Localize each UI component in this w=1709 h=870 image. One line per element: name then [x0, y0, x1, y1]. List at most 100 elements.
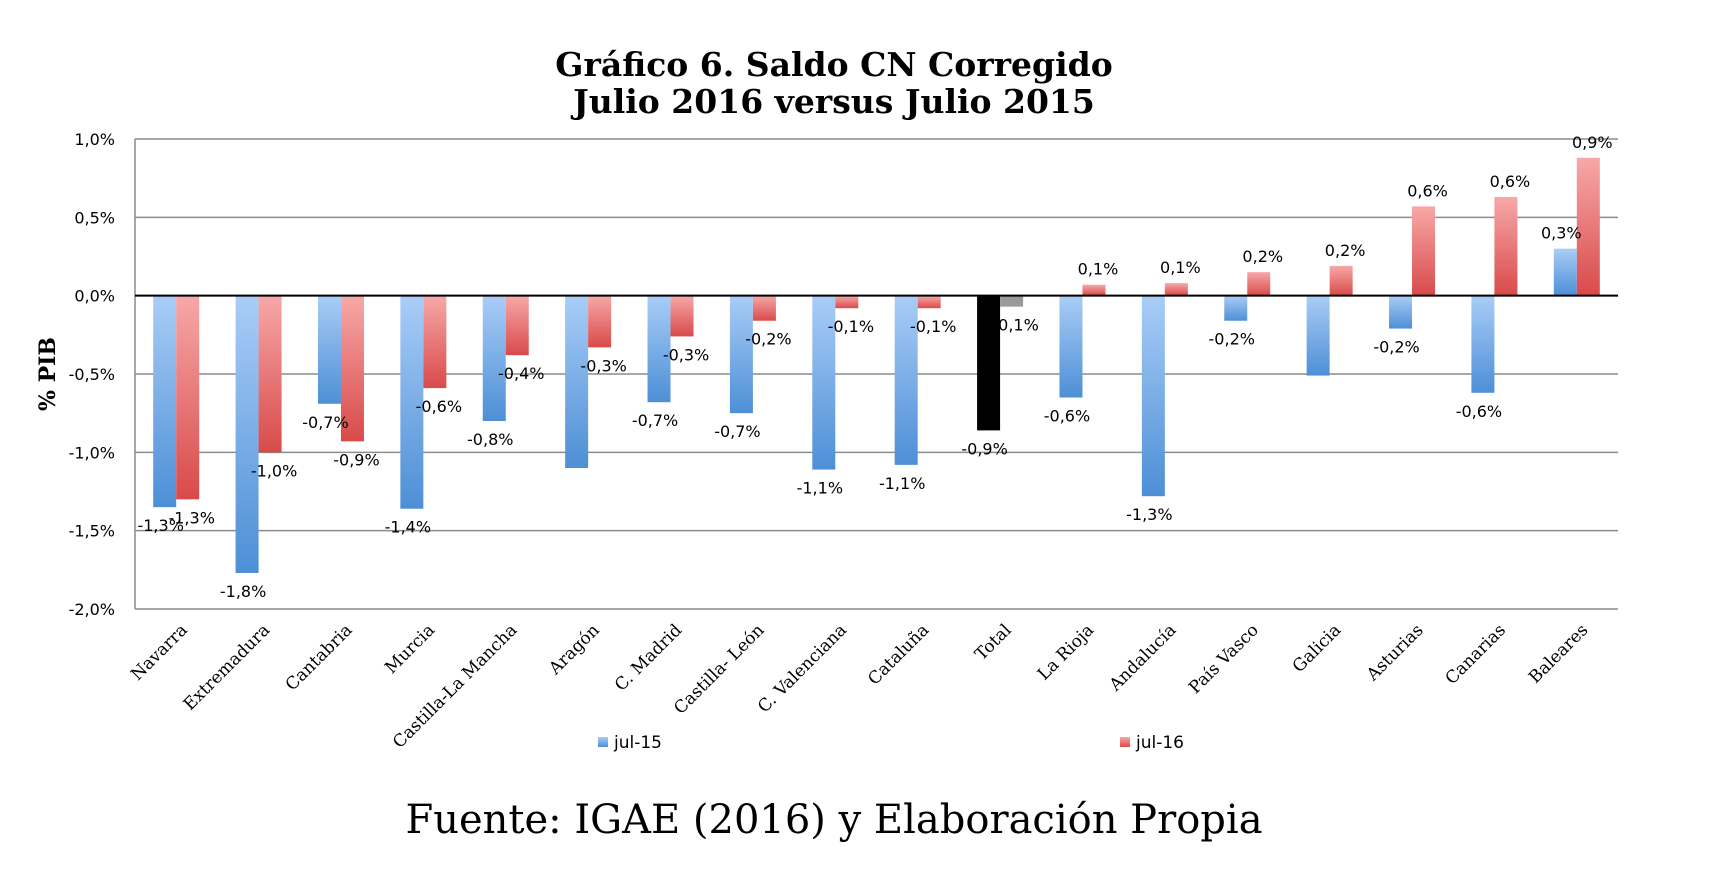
- data-label-jul-16: -0,9%: [333, 450, 379, 469]
- bar-jul-16-canarias: [1494, 196, 1518, 296]
- data-label-jul-15: -1,3%: [1126, 505, 1172, 524]
- legend-label-jul-16: jul-16: [1135, 733, 1184, 753]
- bar-jul-16-andalucía: [1164, 283, 1188, 296]
- category-label: País Vasco: [1185, 620, 1263, 698]
- data-label-jul-16: -0,2%: [745, 330, 791, 349]
- bar-jul-15-c-madrid: [647, 295, 671, 403]
- data-label-jul-16: -0,1%: [910, 317, 956, 336]
- data-label-jul-16: -0,6%: [416, 397, 462, 416]
- bar-jul-15-cataluña: [894, 295, 918, 465]
- bar-jul-16-castilla-la-mancha: [505, 295, 529, 356]
- bar-jul-15-castilla-la-mancha: [482, 295, 506, 421]
- data-label-jul-16: 0,9%: [1572, 133, 1613, 152]
- chart-title-line1: Gráfico 6. Saldo CN Corregido: [555, 45, 1112, 84]
- category-label: Extremadura: [180, 620, 274, 714]
- category-label: Canarias: [1442, 620, 1510, 688]
- category-label: Cantabria: [282, 620, 357, 695]
- data-label-jul-15: -0,9%: [961, 439, 1007, 458]
- y-tick-label: 0,0%: [74, 287, 115, 306]
- bar-jul-15-asturias: [1389, 295, 1413, 329]
- bar-jul-16-galicia: [1329, 265, 1353, 296]
- category-label: Baleares: [1525, 620, 1592, 687]
- bar-jul-15-la-rioja: [1059, 295, 1083, 398]
- data-label-jul-16: -1,3%: [168, 508, 214, 527]
- category-label: La Rioja: [1034, 620, 1098, 684]
- data-label-jul-16: -0,1%: [828, 317, 874, 336]
- category-label: Cataluña: [864, 620, 933, 689]
- bar-jul-15-extremadura: [235, 295, 259, 573]
- source-note: Fuente: IGAE (2016) y Elaboración Propia: [405, 797, 1262, 843]
- bar-jul-16-asturias: [1412, 206, 1436, 296]
- data-label-jul-16: -1,0%: [251, 461, 297, 480]
- data-label-jul-15: -0,6%: [1044, 407, 1090, 426]
- data-label-jul-16: -0,3%: [580, 356, 626, 375]
- bar-jul-16-extremadura: [258, 295, 282, 453]
- bar-jul-16-c-valenciana: [835, 295, 859, 309]
- category-label: C. Valenciana: [754, 620, 851, 717]
- bar-jul-15-navarra: [153, 295, 177, 508]
- category-label: Navarra: [127, 620, 191, 684]
- data-label-jul-16: -0,1%: [992, 316, 1038, 335]
- category-label: Andalucía: [1105, 620, 1180, 695]
- data-label-jul-15: -0,7%: [632, 411, 678, 430]
- data-label-jul-15: -0,7%: [714, 422, 760, 441]
- bar-jul-15-galicia: [1306, 295, 1330, 376]
- y-tick-label: -2,0%: [69, 600, 115, 619]
- category-label: C. Madrid: [611, 620, 686, 695]
- data-label-jul-15: -1,1%: [879, 474, 925, 493]
- bar-jul-16-navarra: [176, 295, 200, 500]
- bar-jul-15-aragón: [565, 295, 589, 468]
- bar-jul-16-aragón: [588, 295, 612, 348]
- data-label-jul-15: -1,1%: [797, 479, 843, 498]
- bar-jul-16-c-madrid: [670, 295, 694, 337]
- bar-jul-15-c-valenciana: [812, 295, 836, 470]
- category-label: Total: [971, 620, 1015, 664]
- y-tick-label: -1,0%: [69, 443, 115, 462]
- legend: jul-15 jul-16: [598, 733, 1184, 753]
- data-label-jul-15: -0,6%: [1456, 402, 1502, 421]
- data-label-jul-15: 0,3%: [1541, 224, 1582, 243]
- data-label-jul-16: 0,6%: [1490, 172, 1531, 191]
- bar-jul-16-la-rioja: [1082, 284, 1106, 296]
- y-tick-label: 1,0%: [74, 130, 115, 149]
- y-axis-label: % PIB: [35, 337, 61, 411]
- data-labels: -1,3%-1,3%-1,8%-1,0%-0,7%-0,9%-1,4%-0,6%…: [137, 133, 1612, 601]
- data-label-jul-15: -0,2%: [1209, 330, 1255, 349]
- legend-swatch-jul-15: [598, 737, 608, 747]
- bar-jul-15-andalucía: [1141, 295, 1165, 497]
- y-axis-ticks: 1,0% 0,5% 0,0% -0,5% -1,0% -1,5% -2,0%: [69, 130, 115, 619]
- category-label: Galicia: [1289, 620, 1345, 676]
- bars: [153, 157, 1600, 573]
- chart-title-line2: Julio 2016 versus Julio 2015: [570, 82, 1095, 121]
- category-label: Asturias: [1362, 620, 1427, 685]
- bar-jul-16-baleares: [1576, 157, 1600, 296]
- data-label-jul-16: 0,1%: [1160, 258, 1201, 277]
- bar-jul-16-cataluña: [917, 295, 941, 309]
- y-tick-label: -1,5%: [69, 522, 115, 541]
- data-label-jul-16: -0,4%: [498, 364, 544, 383]
- data-label-jul-15: -0,7%: [302, 413, 348, 432]
- data-label-jul-16: 0,6%: [1407, 181, 1448, 200]
- data-label-jul-16: -0,3%: [663, 345, 709, 364]
- bar-jul-16-total: [1000, 295, 1024, 307]
- legend-label-jul-15: jul-15: [613, 733, 662, 753]
- y-tick-label: 0,5%: [74, 208, 115, 227]
- bar-jul-15-total: [977, 295, 1001, 431]
- bar-jul-15-baleares: [1553, 248, 1577, 296]
- bar-jul-15-país-vasco: [1224, 295, 1248, 321]
- bar-jul-16-país-vasco: [1247, 272, 1271, 296]
- data-label-jul-16: 0,1%: [1078, 260, 1119, 279]
- bar-jul-15-canarias: [1471, 295, 1495, 393]
- bar-jul-15-castilla-león: [729, 295, 753, 414]
- y-tick-label: -0,5%: [69, 365, 115, 384]
- data-label-jul-15: -1,8%: [220, 582, 266, 601]
- data-label-jul-15: -0,8%: [467, 430, 513, 449]
- data-label-jul-16: 0,2%: [1325, 241, 1366, 260]
- legend-swatch-jul-16: [1120, 737, 1130, 747]
- bar-jul-15-murcia: [400, 295, 424, 509]
- data-label-jul-16: 0,2%: [1242, 247, 1283, 266]
- bar-jul-16-castilla-león: [752, 295, 776, 321]
- category-label: Aragón: [545, 620, 604, 679]
